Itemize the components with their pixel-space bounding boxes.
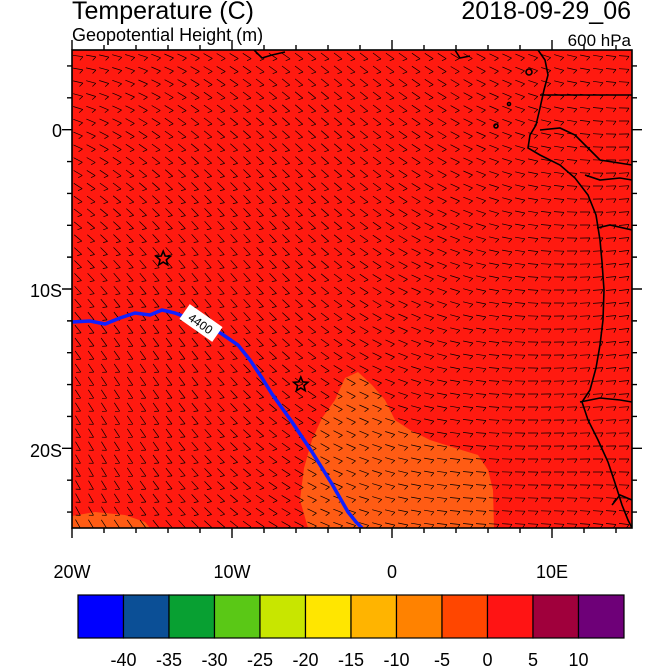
x-tick-label-0: 0 [387,562,397,582]
valid-datetime: 2018-09-29_06 [461,0,631,25]
colorbar-label: -30 [201,650,227,667]
colorbar-swatch [441,594,489,639]
y-tick-label-0: 0 [52,121,62,141]
x-tick-label-10w: 10W [213,562,250,582]
y-tick-label-10s: 10S [30,281,62,301]
wind-barbs [72,52,630,528]
star-marker-shape [291,375,310,393]
colorbar-swatch [577,594,625,639]
y-tick-label-20s: 20S [30,441,62,461]
marker-star-south [291,375,310,393]
x-tick-label-10e: 10E [536,562,568,582]
colorbar-label: -5 [434,650,450,667]
colorbar-label: -15 [338,650,364,667]
height-contour-4400 [72,308,364,528]
chart-title: Temperature (C) [72,0,254,25]
colorbar-label: -10 [383,650,409,667]
colorbar-swatch [213,594,261,639]
colorbar-swatch [77,594,125,639]
warm-temperature-patch [300,372,494,528]
colorbar-label: -35 [156,650,182,667]
colorbar-label: -25 [247,650,273,667]
colorbar-label: 5 [528,650,538,667]
colorbar-swatch [350,594,398,639]
colorbar-swatch [259,594,307,639]
colorbar-labels: -40 -35 -30 -25 -20 -15 -10 -5 0 5 10 [110,650,588,667]
colorbar-swatch [304,594,352,639]
warm-temperature-patch-sw [72,512,150,528]
colorbar-swatch [168,594,216,639]
star-marker-shape [154,249,173,267]
tick-marks [62,40,642,538]
colorbar-swatch [486,594,534,639]
marker-star-north [154,249,173,267]
colorbar-label: -40 [110,650,136,667]
x-tick-label-20w: 20W [53,562,90,582]
axis-ticks [62,40,642,538]
colorbar-label: -20 [292,650,318,667]
chart-subtitle: Geopotential Height (m) [72,25,264,45]
wind-barb-set [72,52,630,528]
colorbar-swatch [395,594,443,639]
x-axis-labels: 20W 10W 0 10E [53,562,568,582]
colorbar [77,594,625,639]
colorbar-swatch [532,594,580,639]
colorbar-swatch [122,594,170,639]
y-axis-labels: 0 10S 20S [30,121,62,461]
colorbar-label: 0 [482,650,492,667]
coastline [253,50,632,528]
colorbar-label: 10 [568,650,588,667]
